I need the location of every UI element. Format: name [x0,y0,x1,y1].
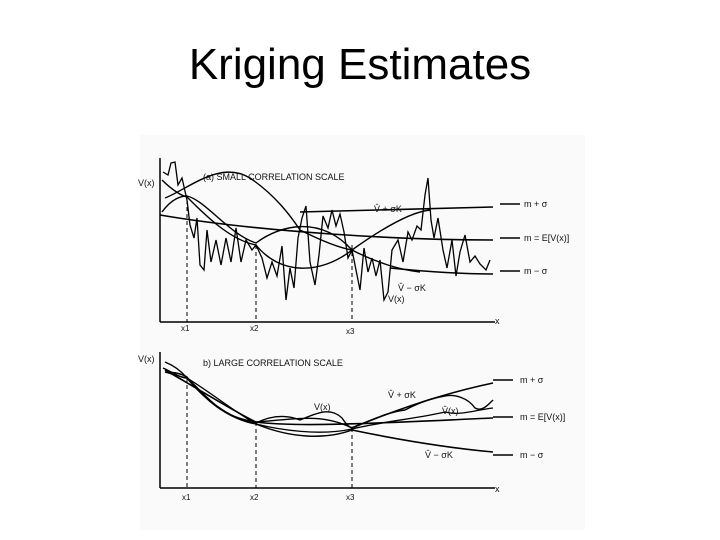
panel-b-tick-x2: x2 [250,493,259,502]
figure-background [140,135,585,530]
panel-b-annot-lower: V̂ − σK [425,450,453,460]
panel-b-lower-sigma-line [351,429,494,453]
panel-a-tick-x1: x1 [181,324,190,333]
panel-b-ylabel: V(x) [138,354,155,364]
panel-a-title: (a) SMALL CORRELATION SCALE [203,172,345,182]
panel-b-legend-lower: m − σ [520,450,544,460]
panel-b-mean-line [164,369,494,426]
panel-a-actual-realization [162,161,491,303]
panel-a-ylabel: V(x) [138,178,155,188]
panel-b: V(x) b) LARGE CORRELATION SCALE x x1 x2 … [138,352,565,502]
panel-b-kriging-estimate [164,361,494,433]
panel-b-tick-x1: x1 [182,493,191,502]
panel-a-kriging-estimate [164,171,353,251]
panel-a-tick-x3: x3 [346,327,355,336]
panel-a-legend-upper: m + σ [524,199,548,209]
panel-b-tick-x3: x3 [346,493,355,502]
panel-b-legend: m + σ m = E[V(x)] m − σ [493,375,565,460]
panel-a-annot-vx: V(x) [388,294,405,304]
panel-a: V(x) (a) SMALL CORRELATION SCALE x x1 x2… [138,158,569,336]
panel-b-annot-vhat: V̂(x) [442,406,459,416]
panel-a-annot-lower: V̂ − σK [398,283,426,293]
panel-a-annot-upper: V̂ + σK [374,204,402,214]
panel-a-legend: m + σ m = E[V(x)] m − σ [500,199,569,276]
panel-b-actual-realization [162,367,494,429]
panel-a-xlabel: x [495,316,500,326]
panel-a-legend-lower: m − σ [524,266,548,276]
panel-b-legend-mean: m = E[V(x)] [520,412,565,422]
panel-a-mean-line [159,214,494,241]
panel-a-upper-sigma-line [299,206,494,213]
panel-b-legend-upper: m + σ [520,375,544,385]
panel-a-legend-mean: m = E[V(x)] [524,233,569,243]
panel-b-title: b) LARGE CORRELATION SCALE [203,358,343,368]
slide-title: Kriging Estimates [188,40,532,89]
panel-b-annot-vx: V(x) [314,402,331,412]
panel-b-xlabel: x [495,484,500,494]
panel-a-tick-x2: x2 [250,324,259,333]
panel-b-annot-upper: V̂ + σK [388,390,416,400]
